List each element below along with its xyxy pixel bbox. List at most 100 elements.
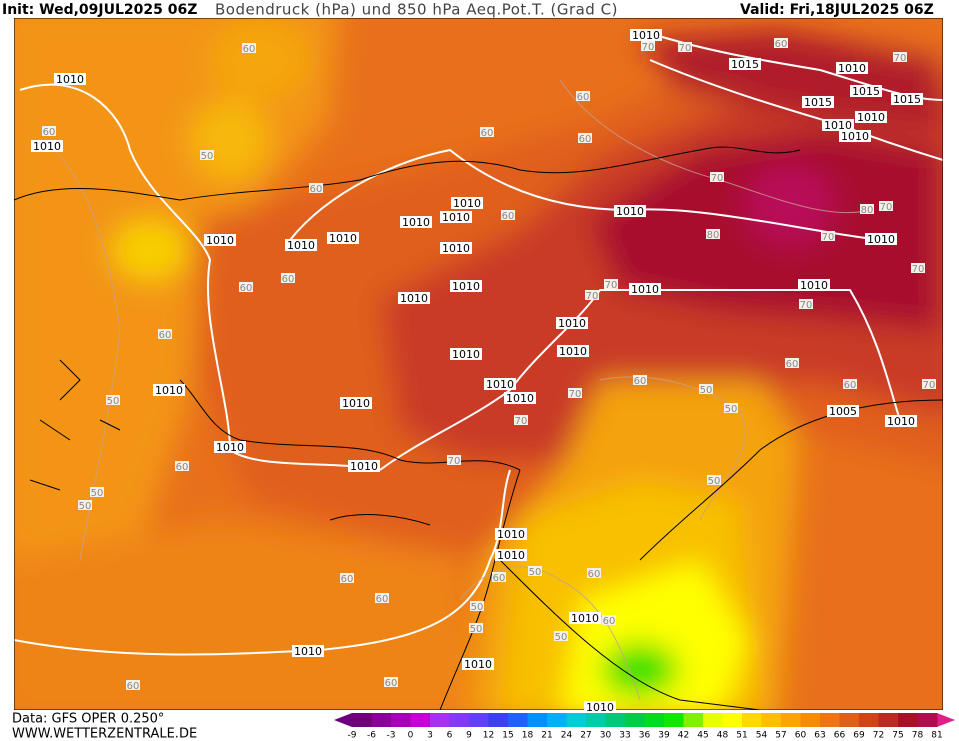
colorbar-segment	[703, 713, 723, 727]
theta-e-label: 50	[725, 404, 738, 415]
theta-e-label: 50	[471, 602, 484, 613]
colorbar-tick-label: -9	[348, 731, 357, 741]
colorbar-segment	[391, 713, 411, 727]
theta-e-label-box	[678, 42, 692, 52]
isobar-label: 1010	[350, 460, 378, 473]
isobar-label-box	[629, 283, 661, 295]
colorbar-tick-label: -6	[367, 731, 376, 741]
theta-e-label: 60	[240, 283, 253, 294]
isobar-label-box	[855, 111, 887, 123]
isobar-label: 1010	[841, 130, 869, 143]
theta-e-label-box	[200, 150, 214, 160]
isobar-label-box	[214, 441, 246, 453]
isobar-label-box	[451, 197, 483, 209]
isobar-label: 1005	[829, 405, 857, 418]
colorbar-tick-label: 27	[580, 731, 591, 741]
theta-e-label-box	[492, 572, 506, 582]
isobar-label-box	[440, 242, 472, 254]
theta-e-label-box	[106, 395, 120, 405]
colorbar-tick-label: 36	[639, 731, 651, 741]
theta-e-label-box	[578, 133, 592, 143]
theta-e-label: 70	[800, 300, 813, 311]
isobar-label-box	[292, 645, 324, 657]
theta-e-label-box	[242, 43, 256, 53]
colorbar-tick-label: -3	[387, 731, 396, 741]
isobar-label-box	[885, 415, 917, 427]
theta-e-label: 60	[243, 44, 256, 55]
colorbar-tick-label: 48	[717, 731, 729, 741]
theta-e-label-box	[514, 415, 528, 425]
theta-e-label-box	[501, 210, 515, 220]
theta-e-label: 70	[605, 280, 618, 291]
colorbar-segment	[488, 713, 509, 727]
isobar-label-box	[398, 292, 430, 304]
theta-e-label-box	[90, 487, 104, 497]
colorbar-segment	[508, 713, 528, 727]
site-name: WWW.WETTERZENTRALE.DE	[12, 727, 197, 741]
colorbar: -9 -6 -3 0 3 6 9 12 15 18 21 24 27 30 33 36 39 42 45 48 51 54…	[334, 713, 955, 741]
isobar-label-box	[557, 345, 589, 357]
isobar-label: 1010	[464, 658, 492, 671]
theta-e-label: 60	[579, 134, 592, 145]
colorbar-segment	[352, 713, 372, 727]
isobar-label-box	[450, 348, 482, 360]
isobar-label-box	[802, 96, 834, 108]
theta-e-label-box	[42, 126, 56, 136]
theta-e-label: 60	[481, 128, 494, 139]
isobar-label-box	[729, 58, 761, 70]
theta-e-label: 60	[493, 573, 506, 584]
isobar-label-box	[31, 140, 63, 152]
isobar-label: 1010	[329, 232, 357, 245]
isobar-label: 1010	[838, 62, 866, 75]
colorbar-tick-label: 30	[600, 731, 612, 741]
isobar-label: 1010	[453, 197, 481, 210]
isobar-label: 1015	[731, 58, 759, 71]
colorbar-tick-label: 72	[873, 731, 884, 741]
theta-e-label-box	[785, 358, 799, 368]
colorbar-tick-label: 45	[697, 731, 708, 741]
isobar-label: 1010	[486, 378, 514, 391]
theta-e-label-box	[774, 38, 788, 48]
theta-e-label-box	[843, 379, 857, 389]
colorbar-tick-label: 0	[408, 731, 414, 741]
isobar-label: 1010	[33, 140, 61, 153]
theta-e-label-box	[699, 384, 713, 394]
isobar-label-box	[327, 232, 359, 244]
isobar-label: 1010	[452, 280, 480, 293]
colorbar-segment	[449, 713, 470, 727]
theta-e-label-box	[158, 329, 172, 339]
isobar-label: 1010	[287, 239, 315, 252]
theta-e-label: 60	[844, 380, 857, 391]
colorbar-segment	[566, 713, 587, 727]
colorbar-tick-label: 39	[658, 731, 670, 741]
isobar-label-box	[827, 405, 859, 417]
colorbar-segment	[371, 713, 392, 727]
theta-e-label: 60	[176, 462, 189, 473]
theta-e-label-box	[309, 183, 323, 193]
colorbar-segment	[586, 713, 606, 727]
colorbar-segment	[761, 713, 782, 727]
colorbar-tick-label: 9	[466, 731, 472, 741]
isobar-label: 1010	[155, 384, 183, 397]
isobar-label-box	[822, 119, 854, 131]
theta-e-label-box	[239, 282, 253, 292]
isobar-label-box	[462, 658, 494, 670]
isobar-label-box	[484, 378, 516, 390]
theta-e-label-box	[281, 273, 295, 283]
colorbar-tick-label: 18	[522, 731, 534, 741]
theta-e-label: 50	[700, 385, 713, 396]
theta-e-label-box	[447, 455, 461, 465]
theta-e-label-box	[469, 623, 483, 633]
colorbar-segment	[839, 713, 860, 727]
valid-time: Valid: Fri,18JUL2025 06Z	[740, 2, 934, 18]
colorbar-segment	[898, 713, 918, 727]
isobar-label: 1010	[442, 211, 470, 224]
isobar-label: 1010	[400, 292, 428, 305]
isobar-label-box	[495, 549, 527, 561]
theta-e-label-box	[375, 593, 389, 603]
theta-e-label-box	[707, 475, 721, 485]
theta-e-label: 80	[707, 230, 720, 241]
colorbar-segment	[722, 713, 743, 727]
isobar-label-box	[440, 211, 472, 223]
